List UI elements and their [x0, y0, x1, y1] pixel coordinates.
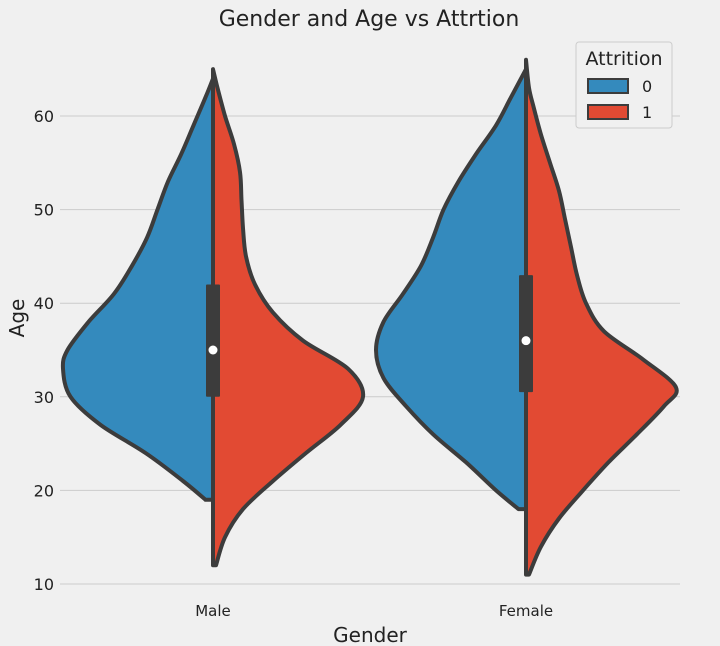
x-tick-label-male: Male	[195, 602, 231, 620]
box-female	[519, 275, 533, 393]
y-tick-label-30: 30	[34, 388, 54, 407]
median-point-female	[521, 336, 531, 346]
legend-label-1: 1	[642, 103, 652, 122]
legend-swatch-0	[587, 78, 629, 94]
legend: Attrition 0 1	[575, 41, 673, 129]
median-point-male	[208, 345, 218, 355]
legend-label-0: 0	[642, 77, 652, 96]
violin-male-attrition-1	[211, 67, 366, 568]
violin-female-attrition-0	[374, 67, 528, 512]
chart-title: Gender and Age vs Attrtion	[219, 7, 520, 32]
y-tick-label-50: 50	[34, 201, 54, 220]
y-tick-label-60: 60	[34, 107, 54, 126]
violins	[60, 57, 679, 577]
violin-male-attrition-0	[60, 76, 215, 502]
box-male	[206, 284, 220, 397]
legend-title: Attrition	[585, 48, 662, 70]
x-tick-labels: Male Female	[195, 602, 553, 620]
x-tick-label-female: Female	[499, 602, 553, 620]
y-tick-label-20: 20	[34, 481, 54, 500]
violin-female-attrition-1	[524, 57, 679, 577]
x-axis-title: Gender	[333, 623, 407, 646]
y-tick-labels: 10 20 30 40 50 60	[34, 107, 54, 594]
y-tick-label-40: 40	[34, 294, 54, 313]
y-axis-title: Age	[5, 299, 29, 338]
y-tick-label-10: 10	[34, 575, 54, 594]
legend-swatch-1	[587, 104, 629, 120]
